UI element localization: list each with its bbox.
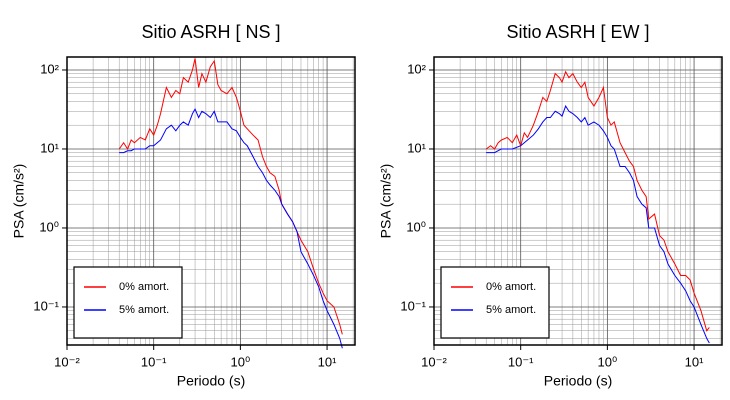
chart: Sitio ASRH [ EW ] Periodo (s) PSA (cm/s²) 1… [378,22,723,389]
x-tick-label: 10¹ [685,354,704,369]
y-tick-label: 10⁻¹ [400,298,426,313]
y-tick-label: 10⁰ [39,219,59,234]
x-tick-label: 10¹ [318,354,337,369]
x-tick-label: 10⁰ [231,354,251,369]
x-axis-label: Periodo (s) [544,373,612,389]
x-tick-label: 10⁻² [54,354,80,369]
data-line [485,70,710,332]
x-tick-label: 10⁰ [598,354,618,369]
y-tick-label: 10² [40,61,59,76]
legend-box [73,266,183,339]
plot-frame [433,56,723,346]
y-tick-label: 10¹ [40,140,59,155]
x-axis-label: Periodo (s) [177,373,245,389]
y-tick-label: 10⁰ [406,219,426,234]
data-line [119,107,343,349]
legend-label: 0% amort. [119,281,169,293]
plot-frame [66,56,356,346]
legend-label: 5% amort. [119,304,169,316]
chart-title: Sitio ASRH [ NS ] [141,22,280,42]
y-tick-label: 10⁻¹ [33,298,59,313]
x-tick-label: 10⁻¹ [141,354,167,369]
x-tick-label: 10⁻² [421,354,447,369]
chart: Sitio ASRH [ NS ] Periodo (s) PSA (cm/s²) 1… [11,22,356,389]
data-line [486,104,710,344]
y-tick-label: 10² [407,61,426,76]
x-tick-label: 10⁻¹ [508,354,534,369]
chart-title: Sitio ASRH [ EW ] [506,22,649,42]
y-tick-label: 10¹ [407,140,426,155]
y-axis-label: PSA (cm/s²) [11,164,27,239]
data-line [118,58,343,335]
legend-label: 0% amort. [486,281,536,293]
legend-box [440,266,550,339]
y-axis-label: PSA (cm/s²) [378,164,394,239]
legend-label: 5% amort. [486,304,536,316]
